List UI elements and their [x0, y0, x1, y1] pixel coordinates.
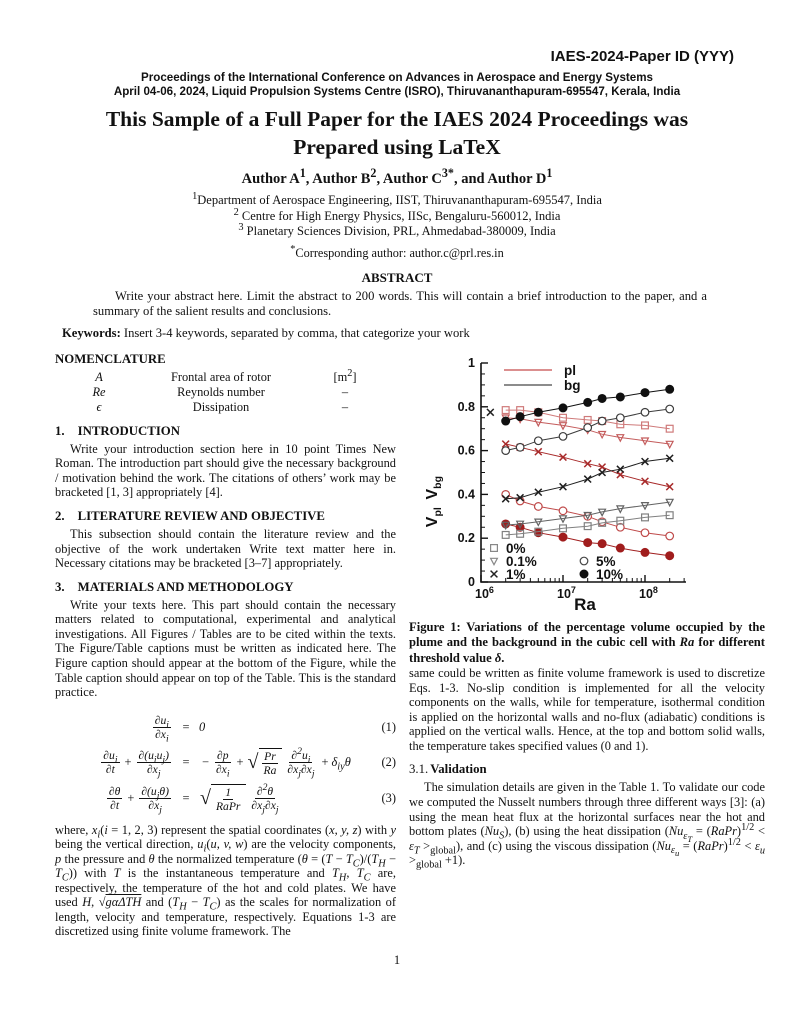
where-paragraph: where, xi(i = 1, 2, 3) represent the spa…	[55, 822, 397, 939]
section-2-text: This subsection should contain the liter…	[55, 526, 396, 571]
nomenclature-unit: –	[341, 384, 349, 399]
paper-id: IAES-2024-Paper ID (YYY)	[550, 48, 734, 65]
nomenclature-unit: –	[341, 399, 349, 414]
nomenclature-desc: Reynolds number	[177, 384, 265, 399]
svg-text:5%: 5%	[596, 554, 616, 569]
svg-text:bg: bg	[564, 378, 581, 393]
nomenclature-symbol: ϵ	[96, 399, 102, 414]
svg-text:0.6: 0.6	[458, 444, 475, 458]
keywords-text: Insert 3-4 keywords, separated by comma,…	[120, 326, 470, 340]
svg-text:108: 108	[639, 585, 658, 601]
validation-heading: 3.1. Validation	[409, 762, 487, 777]
svg-text:Vpl Vbg: Vpl Vbg	[424, 473, 444, 527]
authors-line: Author A1, Author B2, Author C3*, and Au…	[241, 166, 553, 187]
validation-text: The simulation details are given in the …	[409, 780, 766, 871]
section-3-heading: 3. MATERIALS AND METHODOLOGY	[55, 579, 294, 594]
svg-text:0.1%: 0.1%	[506, 554, 537, 569]
right-column: 0 0.2 0.4 0.6 0.8 1 106 107 108 Ra Vpl Vbg pl bg 0% 0…	[409, 350, 765, 870]
nomenclature-desc: Frontal area of rotor	[170, 370, 272, 385]
affiliation-1: 1Department of Aerospace Engineering, II…	[192, 190, 602, 207]
left-column: NOMENCLATURE A Frontal area of rotor [m2…	[55, 350, 396, 941]
svg-text:0.8: 0.8	[458, 400, 475, 414]
proceedings-line-1: Proceedings of the International Confere…	[141, 71, 653, 84]
affiliation-3: 3 Planetary Sciences Division, PRL, Ahme…	[238, 221, 556, 238]
section-1-text: Write your introduction section here in …	[55, 441, 396, 500]
keywords-label: Keywords:	[62, 326, 121, 340]
nomenclature-row: A Frontal area of rotor [m2]	[73, 367, 373, 385]
corresponding-author: *Corresponding author: author.c@prl.res.…	[290, 243, 504, 260]
svg-text:0: 0	[468, 575, 475, 589]
svg-text:1%: 1%	[506, 567, 526, 582]
svg-text:pl: pl	[564, 363, 576, 378]
svg-text:10%: 10%	[596, 567, 623, 582]
abstract-text: Write your abstract here. Limit the abst…	[93, 289, 707, 319]
nomenclature-row: Re Reynolds number –	[73, 385, 373, 400]
abstract-heading: ABSTRACT	[361, 270, 433, 285]
nomenclature-row: ϵ Dissipation –	[73, 400, 373, 415]
nomenclature-desc: Dissipation	[192, 399, 250, 414]
svg-text:1: 1	[468, 356, 475, 370]
svg-text:106: 106	[475, 585, 494, 601]
proceedings-line-2: April 04-06, 2024, Liquid Propulsion Sys…	[113, 85, 681, 98]
svg-text:107: 107	[557, 585, 576, 601]
nomenclature-symbol: A	[95, 370, 103, 385]
page-number: 1	[393, 953, 401, 967]
svg-text:Ra: Ra	[574, 595, 596, 614]
nomenclature-symbol: Re	[92, 384, 106, 399]
paper-title: This Sample of a Full Paper for the IAES…	[105, 107, 689, 159]
nomenclature-table: A Frontal area of rotor [m2] Re Reynolds…	[73, 367, 373, 415]
svg-text:0.2: 0.2	[458, 531, 475, 545]
right-paragraph-1: same could be written as finite volume f…	[409, 666, 765, 753]
section-2-heading: 2. LITERATURE REVIEW AND OBJECTIVE	[55, 508, 325, 523]
figure1-chart: 0 0.2 0.4 0.6 0.8 1 106 107 108 Ra Vpl Vbg pl bg 0% 0…	[409, 350, 765, 616]
nomenclature-heading: NOMENCLATURE	[55, 352, 166, 366]
svg-text:0%: 0%	[506, 541, 526, 556]
nomenclature-unit: [m2]	[333, 367, 357, 385]
section-1-heading: 1. INTRODUCTION	[55, 423, 180, 438]
equation-block: ∂ui ∂xi = 0 (1) ∂ui ∂t + ∂(uiuj) ∂xj = − ∂p ∂xi + √ Pr Ra…	[101, 713, 396, 815]
affiliation-2: 2 Centre for High Energy Physics, IISc, …	[233, 206, 561, 223]
svg-text:0.4: 0.4	[458, 487, 475, 501]
keywords-line: Keywords: Insert 3-4 keywords, separated…	[62, 326, 742, 341]
section-3-text: Write your texts here. This part should …	[55, 597, 396, 700]
figure1-caption: Figure 1: Variations of the percentage v…	[409, 620, 766, 665]
